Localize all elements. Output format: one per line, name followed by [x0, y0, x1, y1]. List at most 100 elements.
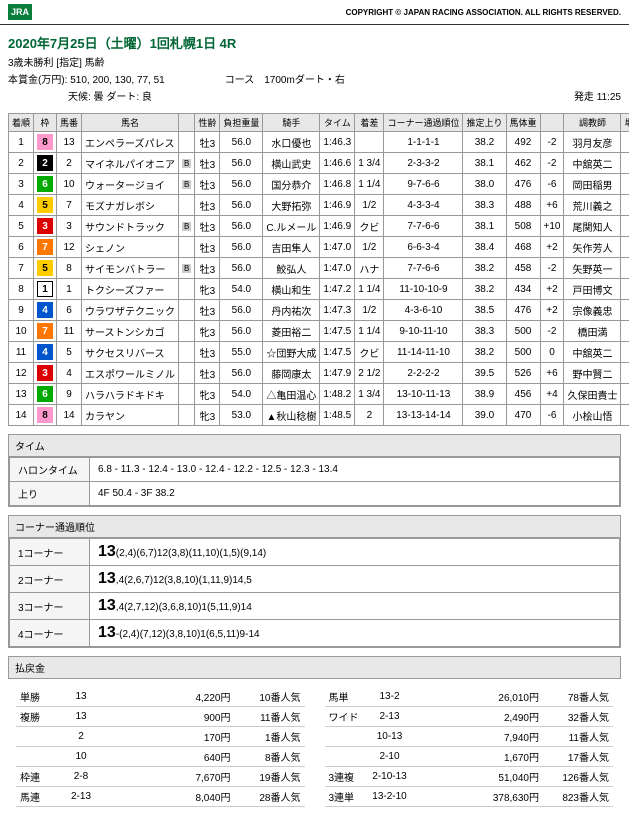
payout-cell: 13 — [56, 707, 106, 727]
cell: 13-13-14-14 — [384, 405, 463, 426]
time-section: タイム ハロンタイム6.8 - 11.3 - 12.4 - 13.0 - 12.… — [8, 434, 621, 507]
cell: 5 — [34, 195, 57, 216]
payout-cell: 78番人気 — [543, 687, 613, 707]
payout-cell: 11番人気 — [235, 707, 305, 727]
cell: 1 — [621, 216, 629, 237]
table-row: 1813エンペラーズパレス牡356.0水口優也1:46.31-1-1-138.2… — [9, 132, 629, 153]
cell: ☆団野大成 — [263, 342, 320, 363]
cell: 2 — [355, 405, 384, 426]
cell: 矢野英一 — [564, 258, 621, 279]
cell: ハナ — [355, 258, 384, 279]
cell: 508 — [506, 216, 540, 237]
cell: カラヤン — [82, 405, 179, 426]
cell: 1:47.0 — [320, 237, 355, 258]
cell: 434 — [506, 279, 540, 300]
cell: 56.0 — [220, 174, 263, 195]
cell: 9 — [9, 300, 34, 321]
cell — [179, 195, 195, 216]
cell: トクシーズファー — [82, 279, 179, 300]
cell: 9-10-11-10 — [384, 321, 463, 342]
cell: 橋田満 — [564, 321, 621, 342]
cell: 14 — [9, 405, 34, 426]
cell: 3 — [57, 216, 82, 237]
cell: 38.5 — [463, 300, 506, 321]
corner-label: 1コーナー — [10, 539, 90, 566]
cell: 1 3/4 — [355, 384, 384, 405]
cell: 2-3-3-2 — [384, 153, 463, 174]
cell: 54.0 — [220, 384, 263, 405]
cell: B — [179, 258, 195, 279]
payout-cell: 900円 — [106, 707, 235, 727]
payout-cell: 4,220円 — [106, 687, 235, 707]
cell: 4 — [57, 363, 82, 384]
col-header: 調教師 — [564, 114, 621, 132]
cell: △亀田温心 — [263, 384, 320, 405]
payout-cell: 823番人気 — [543, 787, 613, 807]
cell: 牡3 — [195, 174, 220, 195]
col-header — [179, 114, 195, 132]
cell: 7 — [621, 384, 629, 405]
cell: 藤岡康太 — [263, 363, 320, 384]
payout-cell: 1番人気 — [235, 727, 305, 747]
cell: 462 — [506, 153, 540, 174]
cell: 1-1-1-1 — [384, 132, 463, 153]
cell: 1 3/4 — [355, 153, 384, 174]
cell: クビ — [355, 216, 384, 237]
cell: 2 — [57, 153, 82, 174]
page-header: JRA COPYRIGHT © JAPAN RACING ASSOCIATION… — [0, 0, 629, 25]
cell: 1:47.9 — [320, 363, 355, 384]
cell: 牡3 — [195, 237, 220, 258]
cell: 4-3-6-10 — [384, 300, 463, 321]
cell: +4 — [540, 384, 564, 405]
cell: +2 — [540, 237, 564, 258]
cell: 1 1/4 — [355, 174, 384, 195]
corner-row: 4コーナー13-(2,4)(7,12)(3,8,10)1(6,5,11)9-14 — [10, 620, 620, 647]
cell: ウラワザテクニック — [82, 300, 179, 321]
payout-row: 複勝13900円11番人気 — [16, 707, 305, 727]
cell: 6 — [34, 174, 57, 195]
cell: 牝3 — [195, 384, 220, 405]
cell: 38.3 — [463, 321, 506, 342]
copyright: COPYRIGHT © JAPAN RACING ASSOCIATION. AL… — [346, 8, 621, 17]
payout-cell: 51,040円 — [415, 767, 544, 787]
cell: 13-10-11-13 — [384, 384, 463, 405]
payout-row: 2-101,670円17番人気 — [325, 747, 614, 767]
cell: 54.0 — [220, 279, 263, 300]
col-header: コーナー通過順位 — [384, 114, 463, 132]
cell: 53.0 — [220, 405, 263, 426]
payout-cell: 17番人気 — [543, 747, 613, 767]
payout-cell: 複勝 — [16, 707, 56, 727]
payout-cell: 2-10 — [365, 747, 415, 767]
cell — [179, 384, 195, 405]
cell: 5 — [9, 216, 34, 237]
cell: 10 — [57, 174, 82, 195]
corner-value: 13(2,4)(6,7)12(3,8)(11,10)(1,5)(9,14) — [90, 539, 620, 566]
payout-row: 馬連2-138,040円28番人気 — [16, 787, 305, 807]
cell: 56.0 — [220, 363, 263, 384]
cell: B — [179, 153, 195, 174]
table-row: 758サイモンバトラーB牡356.0鮫弘人1:47.0ハナ7-7-6-638.2… — [9, 258, 629, 279]
cell: 宗像義忠 — [564, 300, 621, 321]
payout-cell: 7,940円 — [415, 727, 544, 747]
cell: +6 — [540, 195, 564, 216]
payout-cell: 10 — [56, 747, 106, 767]
table-row: 1145サクセスリバース牡355.0☆団野大成1:47.5クビ11-14-11-… — [9, 342, 629, 363]
cell: 1:47.2 — [320, 279, 355, 300]
cell: 羽月友彦 — [564, 132, 621, 153]
cell: 1:46.9 — [320, 216, 355, 237]
payout-cell: 13 — [56, 687, 106, 707]
table-row: 3610ウォータージョイB牡356.0国分恭介1:46.81 1/49-7-6-… — [9, 174, 629, 195]
cell: 野中賢二 — [564, 363, 621, 384]
cell: 牡3 — [195, 132, 220, 153]
cell: B — [179, 174, 195, 195]
col-header: 馬体重 — [506, 114, 540, 132]
payout-cell: 2-13 — [365, 707, 415, 727]
table-row: 457モズナガレボシ牡356.0大野拓弥1:46.91/24-3-3-438.3… — [9, 195, 629, 216]
payout-cell: 13-2-10 — [365, 787, 415, 807]
payout-cell: 10番人気 — [235, 687, 305, 707]
cell: 2 — [9, 153, 34, 174]
table-row: 946ウラワザテクニック牡356.0丹内祐次1:47.31/24-3-6-103… — [9, 300, 629, 321]
cell — [179, 300, 195, 321]
cell: 牝3 — [195, 405, 220, 426]
table-row: 1234エスポワールミノル牡356.0藤岡康太1:47.92 1/22-2-2-… — [9, 363, 629, 384]
